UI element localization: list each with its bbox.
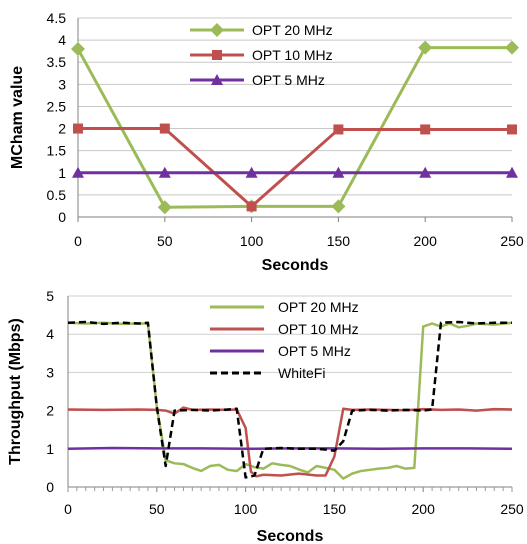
series-line-whitefi [67,320,512,479]
x-tick-label: 200 [412,501,436,517]
x-tick-label: 0 [74,233,82,249]
series-line-opt-10-mhz [78,127,512,208]
y-tick-label: 4 [58,32,66,48]
data-point [159,123,170,134]
x-tick-label: 100 [240,233,264,249]
x-tick-label: 100 [234,501,258,517]
data-point [331,199,346,214]
x-tick-label: 200 [414,233,438,249]
data-point [246,201,257,212]
legend-label: OPT 10 MHz [252,47,333,63]
y-tick-label: 2 [58,121,66,137]
y-tick-label: 1.5 [47,143,67,159]
data-point [505,40,519,55]
legend-label: WhiteFi [278,365,325,381]
legend-marker [211,74,223,85]
y-tick-label: 0 [58,209,66,225]
data-point [72,166,84,178]
x-tick-label: 50 [149,501,165,517]
x-tick-label: 250 [500,233,524,249]
x-tick-label: 250 [500,501,524,517]
series-line-opt-20-mhz [67,321,513,480]
y-tick-label: 5 [46,288,54,304]
data-point [332,166,345,178]
data-point [418,40,433,55]
y-tick-label: 0 [46,479,54,495]
y-tick-label: 1 [46,441,54,457]
y-axis-label: Throughput (Mbps) [7,318,24,465]
x-axis-label: Seconds [257,528,324,544]
data-point [333,124,344,135]
legend-marker [212,50,222,60]
series-line-opt-20-mhz [76,46,512,209]
legend-label: OPT 20 MHz [252,22,333,38]
legend-label: OPT 20 MHz [278,299,359,315]
data-point [157,200,172,215]
y-tick-label: 0.5 [47,187,67,203]
data-point [158,166,171,178]
legend-label: OPT 5 MHz [252,72,325,88]
data-point [73,123,83,134]
x-tick-label: 150 [327,233,351,249]
data-point [71,41,85,56]
x-tick-label: 50 [157,233,173,249]
data-point [506,166,518,178]
y-tick-label: 2 [46,403,54,419]
y-tick-label: 1 [58,165,66,181]
x-tick-label: 150 [323,501,347,517]
y-tick-label: 3 [58,76,66,92]
legend-marker [210,23,224,37]
legend-label: OPT 5 MHz [278,343,351,359]
legend-label: OPT 10 MHz [278,321,359,337]
y-tick-label: 3 [46,364,54,380]
data-point [419,166,432,178]
x-tick-label: 0 [64,501,72,517]
y-tick-label: 4 [46,326,54,342]
y-tick-label: 2.5 [47,98,67,114]
chart-1: 0 0.5 1 1.5 2 2.5 3 3.5 4 4.5 0 50 100 150 200 250 Secon… [9,10,524,274]
data-point [507,124,517,135]
data-point [245,166,258,178]
y-tick-label: 3.5 [47,54,67,70]
y-axis-label: MCham value [9,66,26,169]
data-point [420,124,431,135]
x-axis-label: Seconds [262,257,329,274]
y-tick-label: 4.5 [47,10,67,26]
